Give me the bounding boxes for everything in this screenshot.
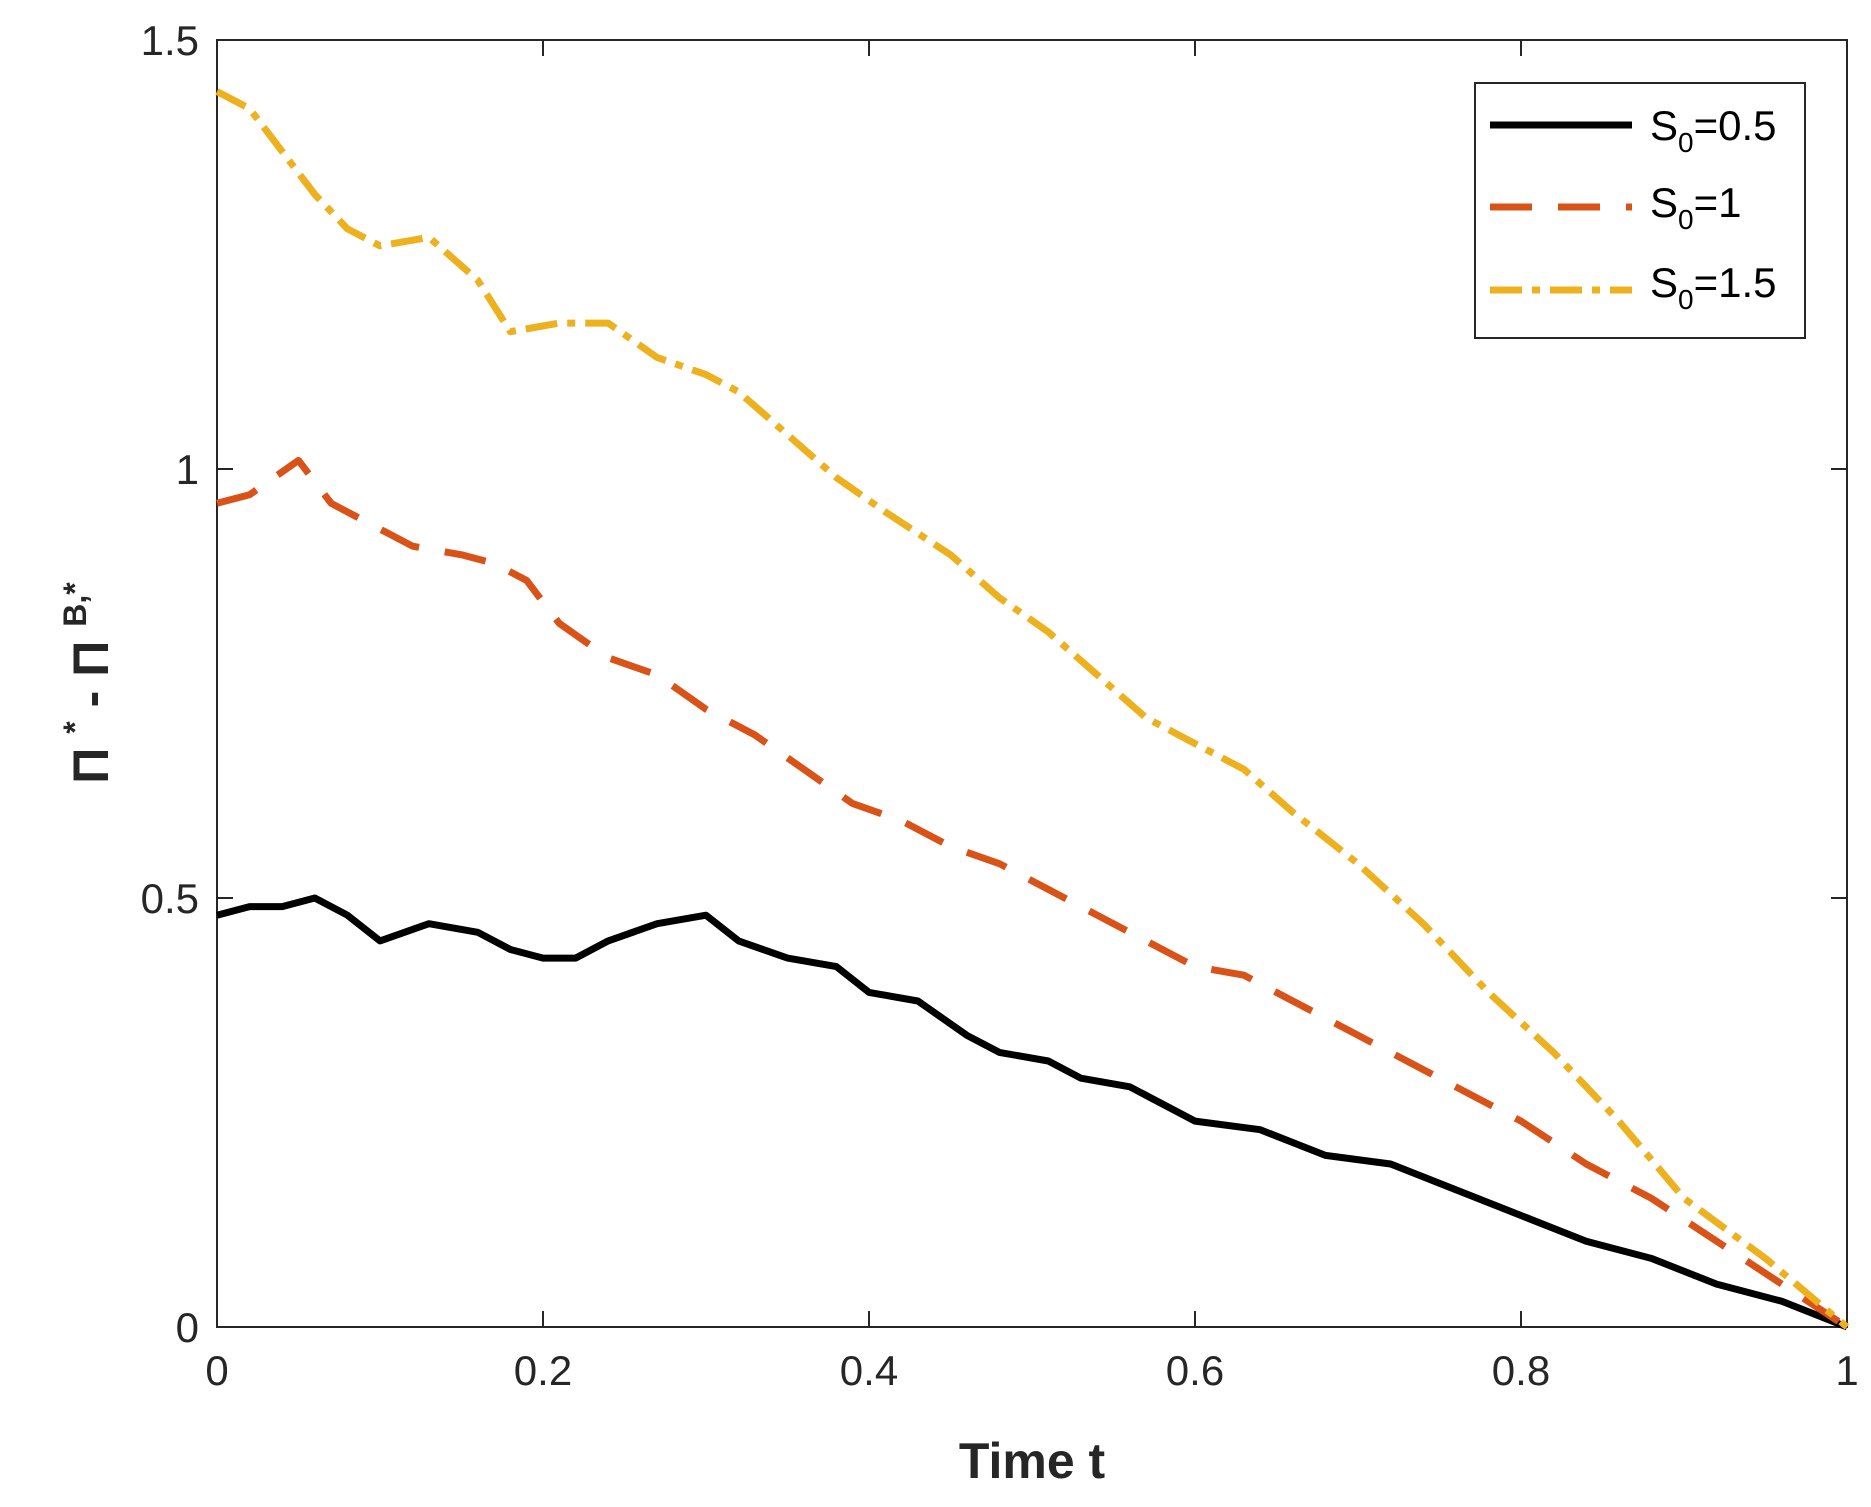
series-layer [215, 88, 1850, 1331]
x-tick-label: 0.2 [514, 1347, 572, 1394]
y-tick-label: 0.5 [141, 875, 199, 922]
legend-entry-s0-1: S0=1 [1490, 179, 1741, 235]
series-line-s0-1.5 [215, 88, 1850, 1330]
legend-entry-s0-1.5: S0=1.5 [1490, 259, 1777, 315]
x-tick-label: 0.8 [1492, 1347, 1550, 1394]
legend-label-s0-1: S0=1 [1650, 179, 1741, 235]
y-tick-label: 1.5 [141, 17, 199, 64]
y-tick-label: 0 [176, 1304, 199, 1351]
legend-entry-s0-0.5: S0=0.5 [1490, 102, 1777, 158]
y-axis-title: Π * - Π B,* [41, 582, 119, 784]
legend-label-s0-1.5: S0=1.5 [1650, 259, 1777, 315]
y-tick-label: 1 [176, 446, 199, 493]
y-axis-title-minus: - [63, 691, 119, 708]
y-axis-title-base2: Π [63, 641, 119, 677]
legend-label-s0-0.5: S0=0.5 [1650, 102, 1777, 158]
x-tick-label: 1 [1835, 1347, 1858, 1394]
x-tick-label: 0.6 [1166, 1347, 1224, 1394]
x-axis-title: Time t [959, 1433, 1106, 1489]
x-tick-label: 0.4 [840, 1347, 898, 1394]
x-axis: 0 0.2 0.4 0.6 0.8 1 [205, 40, 1859, 1394]
y-axis-title-base1: Π [63, 748, 119, 784]
y-axis-title-sup2: B,* [57, 582, 93, 627]
y-axis: 0 0.5 1 1.5 [141, 17, 1847, 1351]
series-line-s0-0.5 [216, 894, 1849, 1331]
series-line-s0-1 [216, 456, 1849, 1330]
y-axis-title-sup1: * [57, 721, 93, 734]
legend: S0=0.5 S0=1 S0=1.5 [1474, 82, 1806, 339]
x-tick-label: 0 [205, 1347, 228, 1394]
